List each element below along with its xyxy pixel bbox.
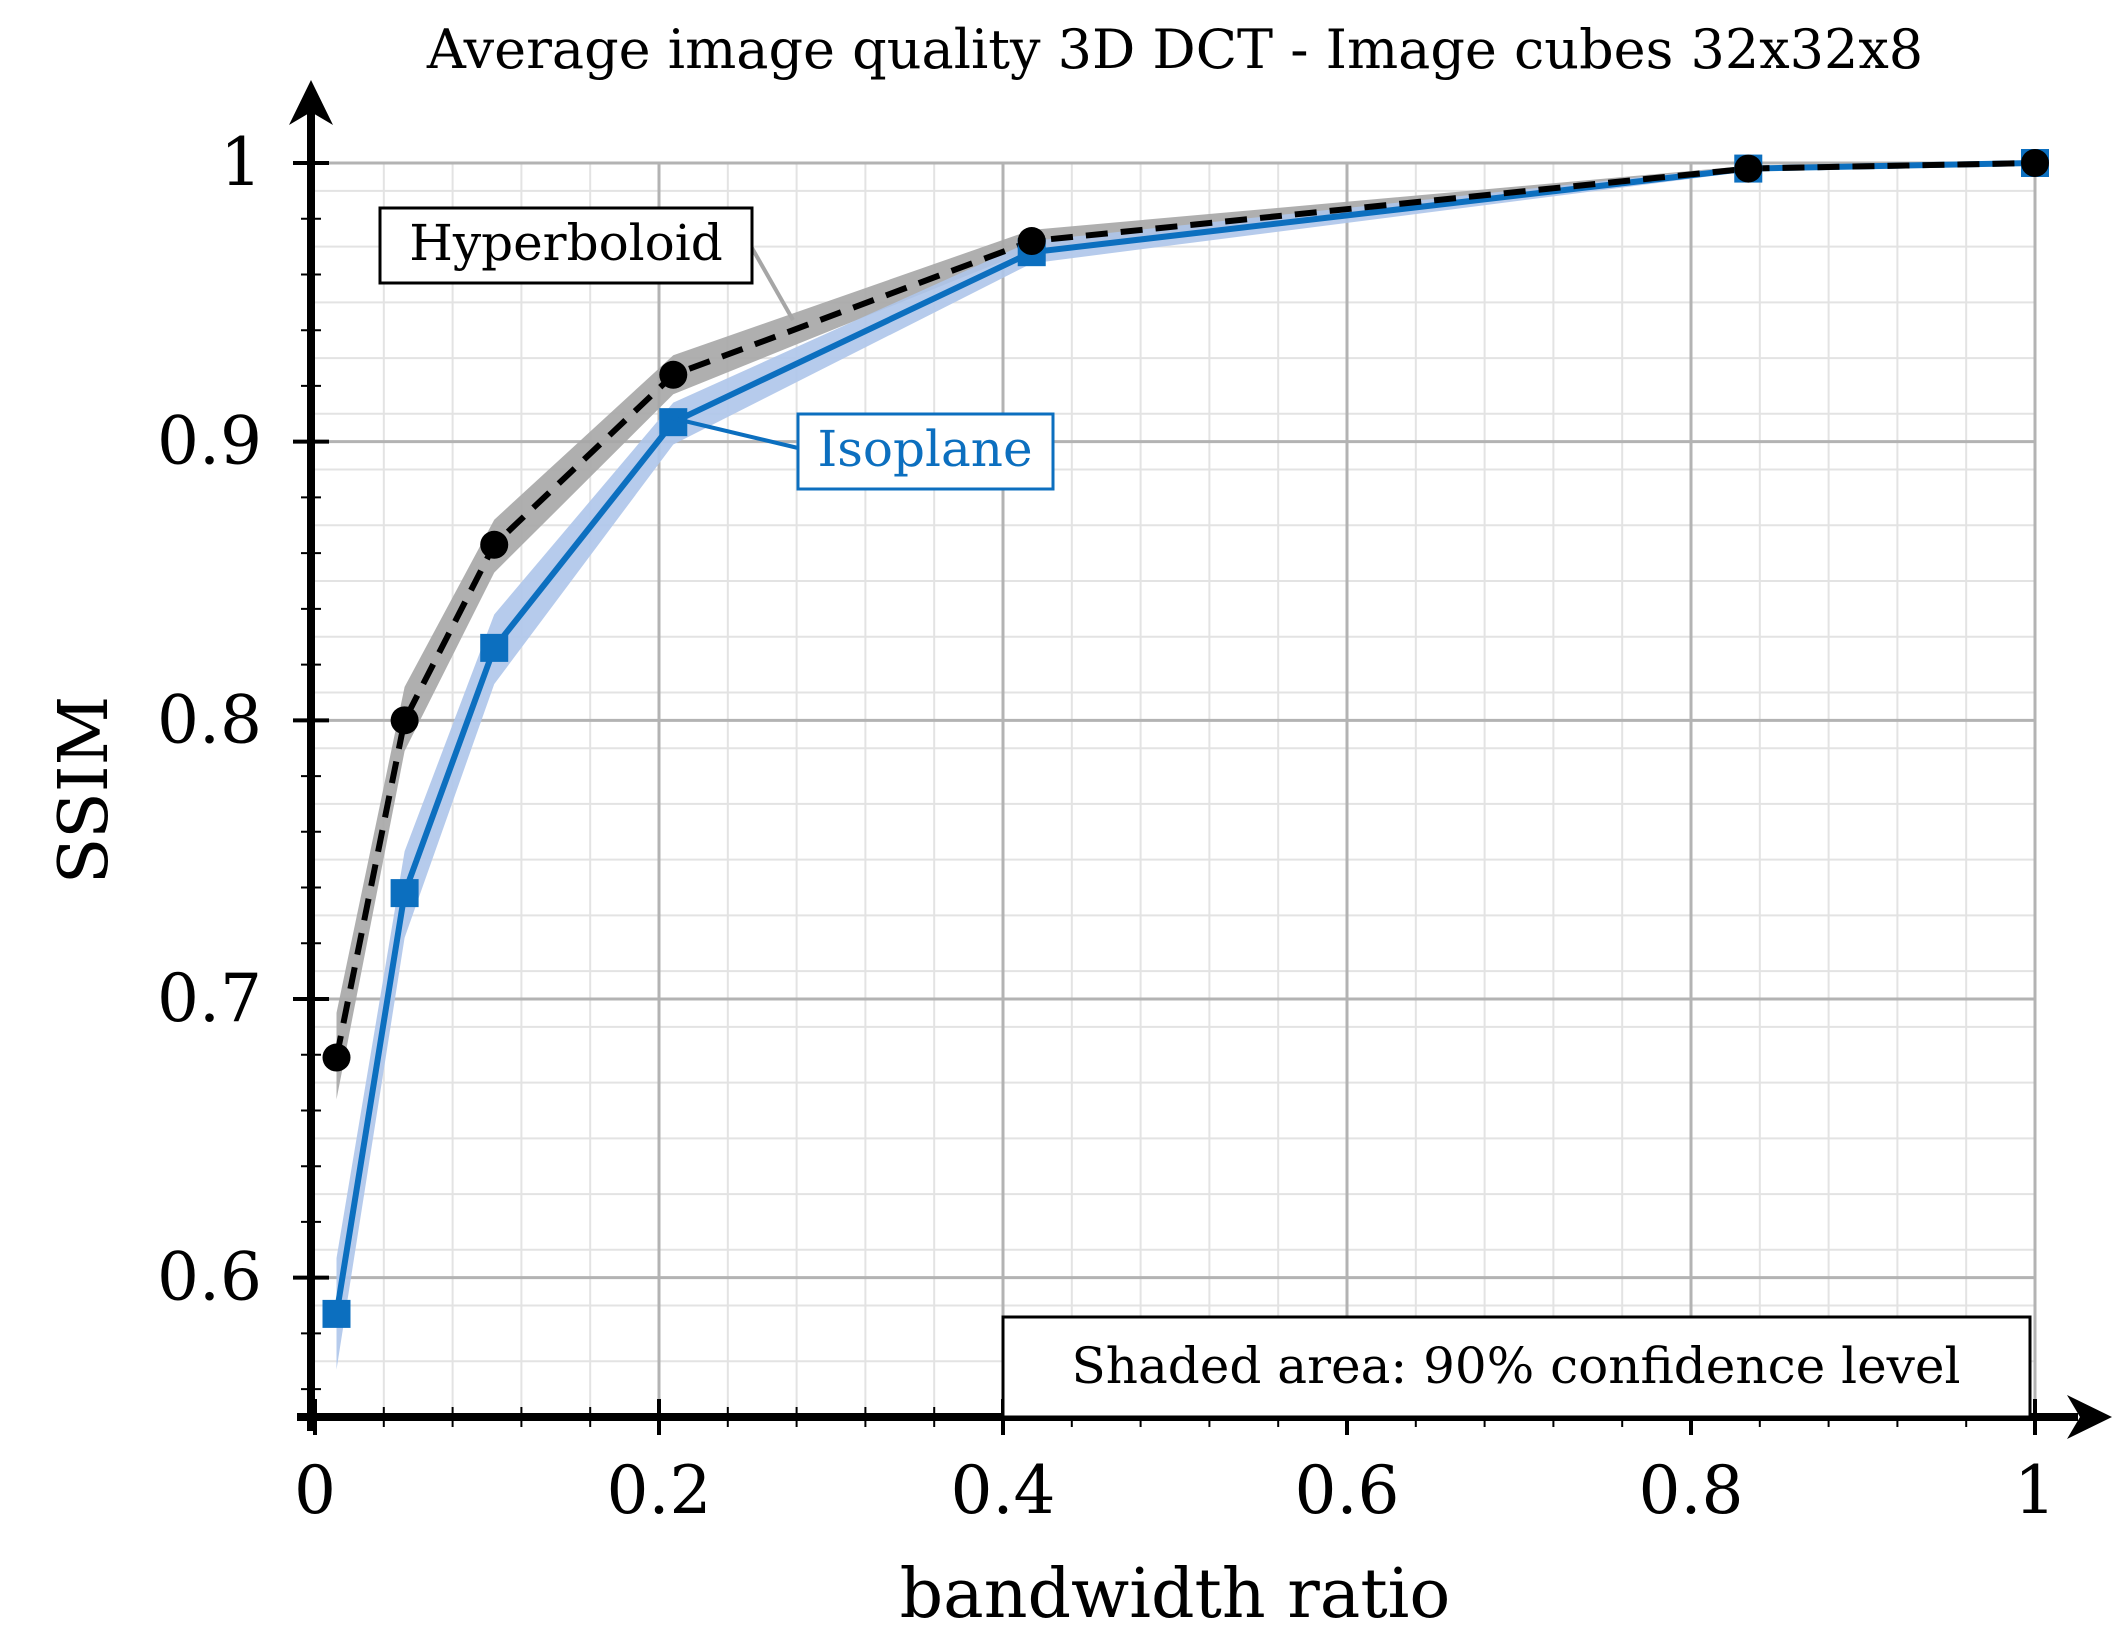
legend-isoplane: Isoplane: [671, 412, 1055, 491]
series-lines: [333, 160, 2036, 1315]
tick-marks: [293, 161, 2037, 1435]
confidence-note-box: [1001, 1315, 2032, 1419]
data-point-hyperboloid: [2021, 149, 2049, 177]
y-axis-label: SSIM: [45, 696, 124, 884]
legend-hyperboloid: Hyperboloid: [378, 206, 795, 321]
x-axis-label: bandwidth ratio: [900, 1555, 1451, 1634]
y-tick-label: 0.6: [157, 1239, 262, 1316]
x-axis-arrow-icon: [2067, 1395, 2112, 1439]
confidence-note-text: Shaded area: 90% confidence level: [1072, 1337, 1961, 1395]
data-point-isoplane: [480, 633, 509, 662]
data-point-isoplane: [322, 1299, 351, 1328]
y-tick-label: 0.8: [157, 681, 262, 758]
series-markers: [322, 149, 2049, 1328]
minor-grid: [315, 163, 2035, 1417]
confidence-band-isoplane: [336, 163, 2035, 1370]
y-tick-label: 1: [220, 124, 262, 201]
confidence-bands: [336, 163, 2035, 1370]
x-tick-label: 0.2: [607, 1452, 712, 1529]
data-point-hyperboloid: [1734, 154, 1763, 183]
major-grid: [315, 161, 2037, 1417]
confidence-note: Shaded area: 90% confidence level: [1001, 1315, 2032, 1419]
legend-hyperboloid-leader: [750, 247, 795, 321]
y-axis-arrow-icon: [289, 80, 333, 125]
x-tick-label: 0.6: [1295, 1452, 1400, 1529]
data-point-isoplane: [390, 879, 419, 908]
legend-isoplane-leader: [671, 416, 799, 450]
series-line-hyperboloid: [333, 160, 2036, 1059]
y-tick-label: 0.9: [157, 403, 262, 480]
series-line-isoplane: [333, 160, 2036, 1315]
x-tick-label: 0: [294, 1452, 336, 1529]
confidence-band-hyperboloid: [336, 163, 2035, 1100]
x-tick-label: 1: [2014, 1452, 2056, 1529]
legend-hyperboloid-box: [378, 206, 754, 285]
tick-labels: 0 0.2 0.4 0.6 0.8 1 0.6 0.7 0.8 0.9 1: [157, 124, 2056, 1529]
data-point-hyperboloid: [480, 530, 509, 559]
legend-hyperboloid-label: Hyperboloid: [409, 214, 723, 272]
legend-isoplane-label: Isoplane: [817, 420, 1032, 478]
data-point-hyperboloid: [1017, 227, 1046, 256]
data-point-hyperboloid: [390, 706, 419, 735]
x-tick-label: 0.8: [1639, 1452, 1744, 1529]
y-tick-label: 0.7: [157, 960, 262, 1037]
legend-isoplane-box: [796, 412, 1055, 491]
data-point-hyperboloid: [659, 360, 688, 389]
x-tick-label: 0.4: [951, 1452, 1056, 1529]
chart-title: Average image quality 3D DCT - Image cub…: [426, 18, 1923, 81]
data-point-hyperboloid: [322, 1043, 351, 1072]
